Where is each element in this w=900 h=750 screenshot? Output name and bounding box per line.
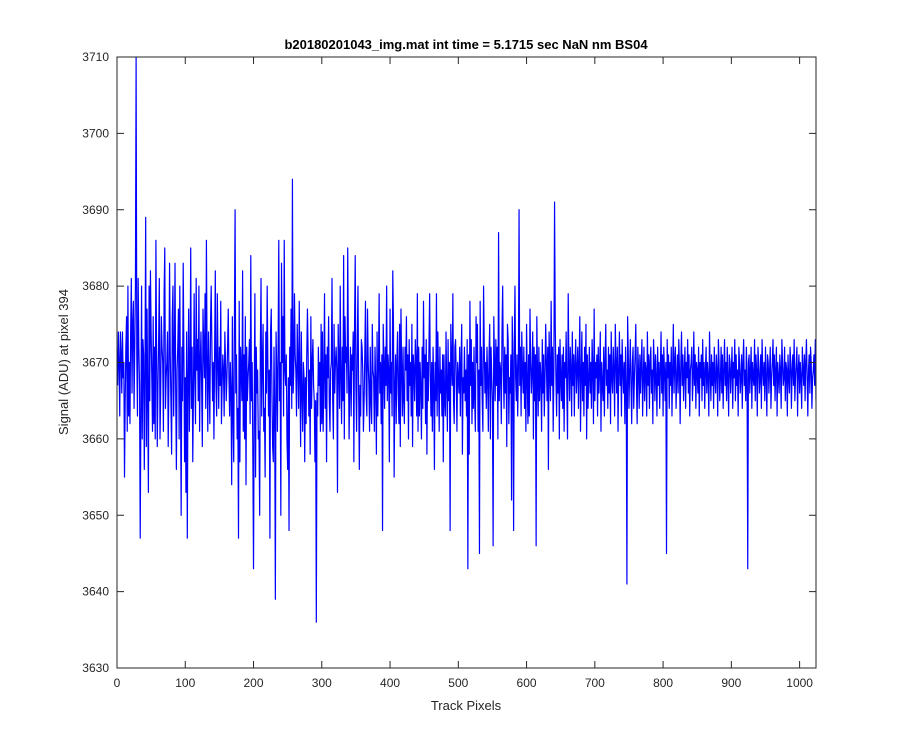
y-tick-label: 3630 [82,661,109,675]
x-tick-label: 600 [517,676,537,690]
x-tick-label: 800 [653,676,673,690]
x-tick-label: 700 [585,676,605,690]
y-axis-label: Signal (ADU) at pixel 394 [56,289,71,435]
x-tick-label: 100 [175,676,195,690]
series-line [117,57,816,623]
data-layer [117,57,816,623]
x-axis-label: Track Pixels [431,698,502,713]
y-tick-label: 3710 [82,50,109,64]
y-tick-label: 3640 [82,585,109,599]
x-tick-label: 400 [380,676,400,690]
x-tick-label: 200 [244,676,264,690]
x-tick-label: 500 [448,676,468,690]
x-tick-label: 900 [721,676,741,690]
y-tick-label: 3650 [82,508,109,522]
x-tick-label: 300 [312,676,332,690]
y-tick-label: 3660 [82,432,109,446]
x-tick-label: 1000 [786,676,813,690]
y-tick-label: 3690 [82,203,109,217]
y-tick-label: 3680 [82,279,109,293]
axes-layer: 0 100 200 300 400 500 600 700 800 900 1000 3630 3640… [82,50,817,690]
x-tick-label: 0 [114,676,121,690]
chart-title: b20180201043_img.mat int time = 5.1715 s… [284,37,648,52]
y-tick-label: 3670 [82,356,109,370]
y-tick-label: 3700 [82,126,109,140]
labels-layer: b20180201043_img.mat int time = 5.1715 s… [56,37,648,713]
